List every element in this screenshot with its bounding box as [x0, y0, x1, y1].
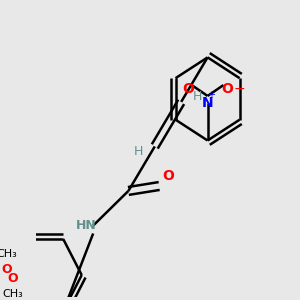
Text: +: + — [207, 90, 215, 100]
Text: O: O — [221, 82, 233, 96]
Text: O: O — [8, 272, 18, 285]
Text: CH₃: CH₃ — [0, 249, 17, 259]
Text: O: O — [182, 82, 194, 96]
Text: CH₃: CH₃ — [3, 290, 23, 299]
Text: H: H — [192, 91, 202, 103]
Text: O: O — [2, 263, 12, 276]
Text: N: N — [202, 96, 213, 110]
Text: O: O — [162, 169, 174, 183]
Text: H: H — [134, 145, 144, 158]
Text: HN: HN — [76, 219, 97, 232]
Text: −: − — [233, 82, 245, 96]
